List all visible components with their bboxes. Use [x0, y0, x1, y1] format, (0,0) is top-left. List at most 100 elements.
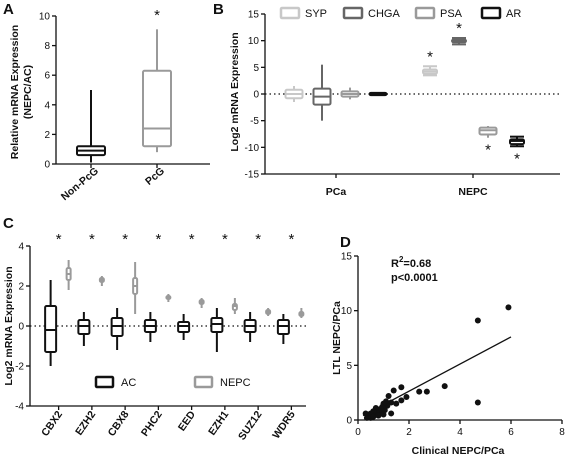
panel-letter-b: B	[213, 1, 224, 18]
panel-b-box-psa-nepc	[478, 126, 498, 138]
panel-a-ylabel-line1: Relative mRNA Expression	[9, 25, 21, 159]
panel-b-group-label: NEPC	[458, 186, 488, 198]
panel-a-ytick-label: 4	[44, 100, 50, 111]
panel-c-ytick-label: 4	[18, 242, 24, 253]
panel-c-xtick-label-ezh1: EZH1	[206, 409, 231, 438]
panel-d-xtick-label: 6	[508, 427, 514, 438]
panel-c-box-nepc-phc2	[165, 294, 172, 302]
panel-d-data-point	[375, 412, 382, 419]
panel-b-ytick-label: -15	[245, 170, 260, 181]
panel-c-box-ac-ezh2	[77, 312, 91, 346]
panel-d-data-point	[505, 304, 512, 311]
panel-a-ytick-label: 0	[44, 160, 50, 171]
panel-d-ytick-label: 10	[341, 306, 353, 317]
panel-b-box-syp-nepc	[422, 65, 438, 77]
panel-c-significance-star: *	[155, 231, 161, 248]
panel-a-ytick-label: 2	[44, 130, 50, 141]
panel-a-ylabel-line2: (NEPC/AC)	[22, 65, 34, 119]
panel-c-box-ac-ezh1	[210, 308, 224, 352]
panel-b-box-chga-nepc	[451, 37, 467, 46]
panel-c-significance-star: *	[255, 231, 261, 248]
panel-c-box-ac-wdr5	[276, 314, 290, 344]
panel-b-box-psa-pca	[340, 87, 360, 100]
panel-c-significance-star: *	[89, 231, 95, 248]
panel-d-data-point	[474, 399, 481, 406]
panel-c-legend-label-ac: AC	[121, 377, 136, 389]
panel-b-ytick-label: 5	[253, 63, 259, 74]
panel-a-box-non-pcg	[76, 90, 106, 163]
panel-b-significance-star: *	[456, 20, 462, 37]
p-value-annotation: p<0.0001	[391, 272, 438, 284]
panel-c-xtick-label-eed: EED	[176, 408, 198, 433]
panel-c-chart: Log2 mRNA Expression -4 -2 0 2 4 CBX2 * EZH2 * CB…	[3, 231, 306, 442]
panel-letter-c: C	[3, 215, 14, 232]
panel-c-box-nepc-cbx2	[65, 260, 72, 290]
panel-d-data-point	[474, 317, 481, 324]
panel-d-data-point	[390, 387, 397, 394]
panel-b-ytick-label: 0	[253, 90, 259, 101]
panel-b-group-label: PCa	[326, 186, 347, 198]
panel-c-box-nepc-cbx8	[132, 262, 139, 314]
panel-b-box-syp-pca	[284, 86, 304, 102]
panel-d-data-point	[385, 392, 392, 399]
panel-c-box-nepc-ezh2	[98, 276, 105, 286]
panel-d-ytick-label: 5	[346, 361, 352, 372]
panel-c-xtick-label-phc2: PHC2	[139, 409, 165, 439]
panel-c-significance-star: *	[56, 231, 62, 248]
panel-d-data-point	[370, 413, 377, 420]
panel-d-ylabel: LTL NEPC/PCa	[331, 301, 343, 375]
panel-d-xtick-label: 8	[559, 427, 565, 438]
panel-b-ytick-label: -10	[245, 143, 260, 154]
panel-b-legend-swatch-psa	[414, 6, 436, 20]
panel-b-ytick-label: 10	[248, 36, 260, 47]
panel-c-xtick-label-suz12: SUZ12	[236, 409, 265, 443]
panel-a-xtick-label: Non-PcG	[59, 165, 101, 203]
panel-a-chart: Relative mRNA Expression (NEPC/AC) 0 2 4 6 8…	[9, 7, 210, 203]
panel-a-ytick-label: 8	[44, 41, 50, 52]
panel-b-legend-label-ar: AR	[506, 8, 521, 20]
panel-c-legend-swatch-nepc	[193, 375, 214, 389]
panel-d-ytick-label: 15	[341, 252, 353, 263]
panel-a-ytick-label: 6	[44, 71, 50, 82]
panel-b-box-chga-pca	[312, 64, 332, 121]
panel-c-significance-star: *	[288, 231, 294, 248]
panel-d-data-point	[393, 400, 400, 407]
panel-d-data-point	[423, 388, 430, 395]
panel-c-significance-star: *	[222, 231, 228, 248]
panel-d-data-point	[362, 410, 369, 417]
panel-c-significance-star: *	[122, 231, 128, 248]
panel-b-legend-swatch-chga	[342, 6, 364, 20]
panel-b-significance-star: *	[514, 150, 520, 167]
r-squared-annotation: R2=0.68	[391, 255, 431, 270]
panel-b-ytick-label: 15	[248, 10, 260, 21]
panel-c-ytick-label: -2	[15, 362, 24, 373]
panel-c-box-ac-phc2	[143, 312, 157, 342]
panel-d-data-point	[380, 411, 387, 418]
panel-c-ylabel: Log2 mRNA Expression	[3, 266, 15, 385]
panel-b-box-ar-nepc	[509, 135, 525, 148]
panel-c-ytick-label: -4	[15, 402, 24, 413]
panel-b-legend-swatch-ar	[480, 6, 502, 20]
panel-d-data-point	[398, 397, 405, 404]
panel-a-box-pcg-box	[142, 69, 172, 148]
panel-c-xtick-label-cbx2: CBX2	[39, 409, 65, 439]
panel-b-legend-swatch-syp	[279, 6, 301, 20]
panel-c-legend-label-nepc: NEPC	[220, 377, 251, 389]
panel-b-legend-label-psa: PSA	[440, 8, 463, 20]
panel-letter-a: A	[3, 1, 14, 18]
panel-a-box-pcg	[142, 29, 172, 153]
panel-c-box-nepc-ezh1	[231, 298, 238, 314]
panel-d-xtick-label: 0	[355, 427, 361, 438]
panel-b-significance-star: *	[427, 48, 433, 65]
panel-d-data-point	[388, 410, 395, 417]
panel-c-box-nepc-suz12	[265, 308, 272, 316]
panel-d-data-point	[403, 394, 410, 401]
panel-c-box-ac-cbx2	[44, 280, 58, 366]
panel-b-ytick-label: -5	[250, 116, 259, 127]
panel-d-chart: LTL NEPC/PCa Clinical NEPC/PCa R2=0.68 p…	[331, 252, 565, 457]
panel-c-xtick-label-wdr5: WDR5	[270, 409, 298, 441]
panel-letter-d: D	[340, 234, 351, 251]
panel-c-ytick-label: 0	[18, 322, 24, 333]
panel-c-significance-star: *	[189, 231, 195, 248]
